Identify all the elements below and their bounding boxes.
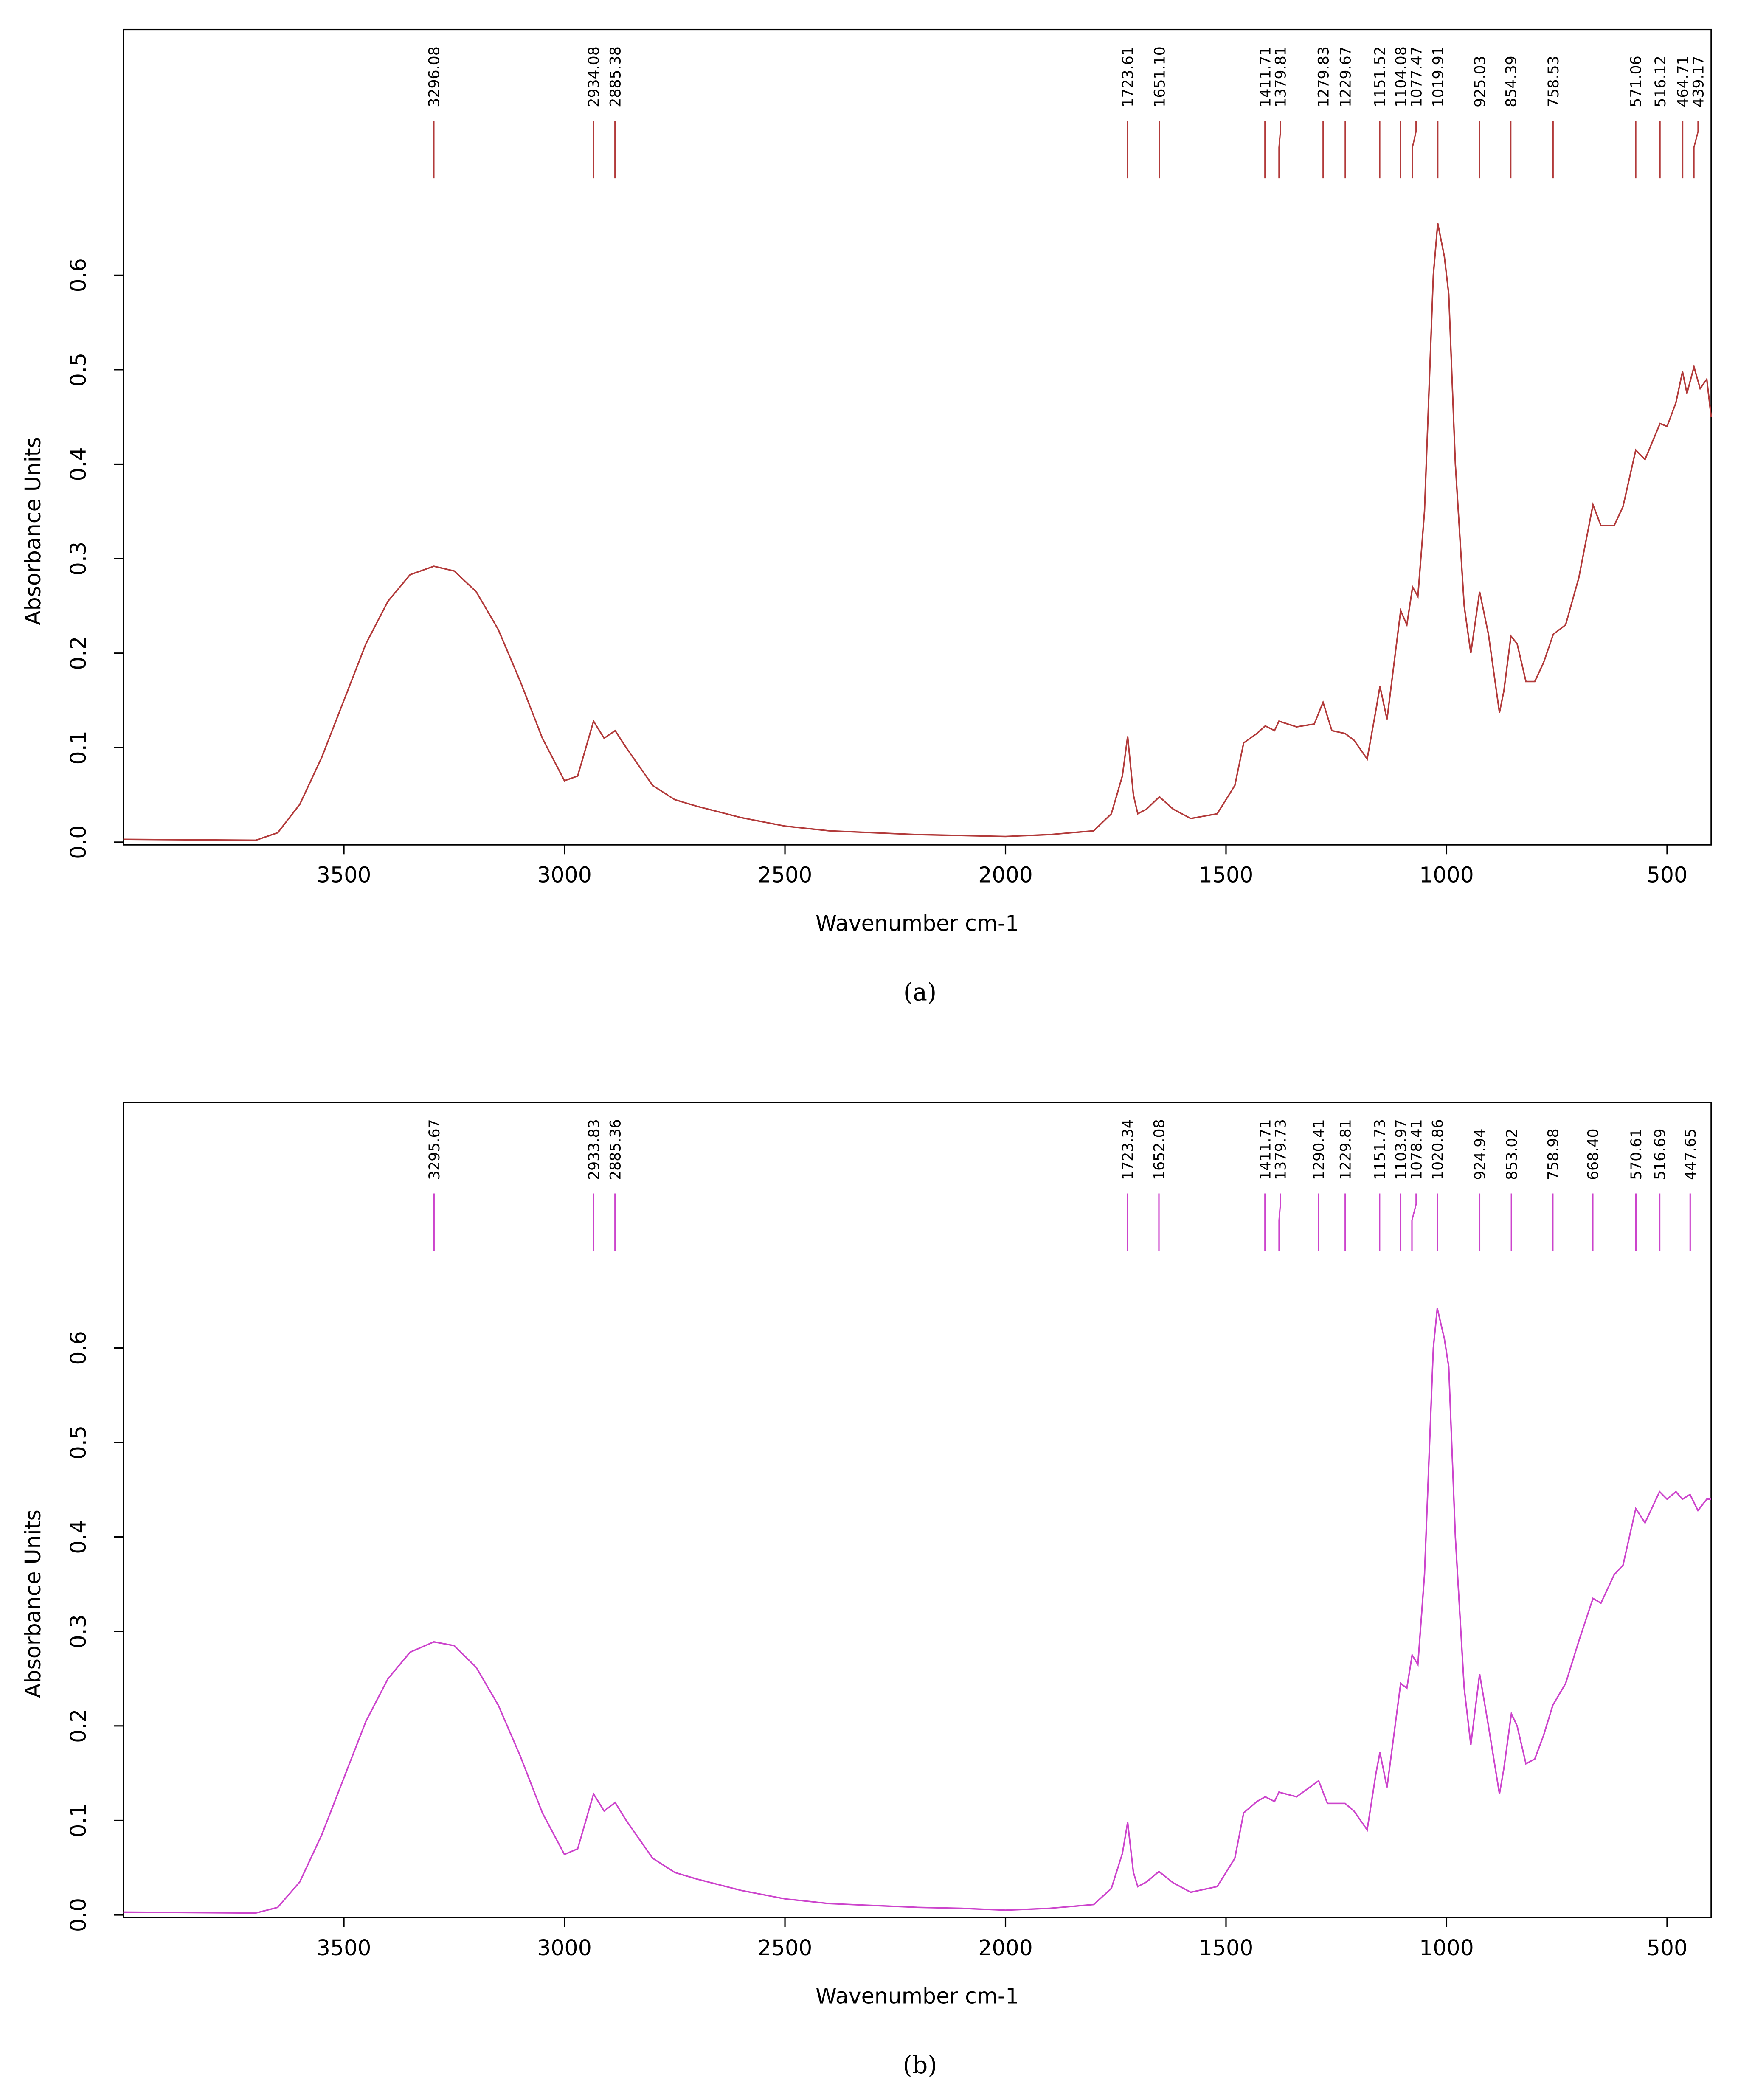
y-axis-title: Absorbance Units [20,1510,45,1698]
x-tick-label: 3000 [537,1935,592,1960]
peak-label: 1651.10 [1152,46,1169,107]
x-tick-label: 1500 [1199,863,1254,888]
spectrum-line [123,223,1712,841]
y-tick-label: 0.1 [66,731,91,765]
peak-label: 2885.38 [607,46,624,107]
x-tick-label: 2500 [758,863,813,888]
peak-label: 2885.36 [607,1119,624,1180]
peak-label: 668.40 [1585,1128,1602,1180]
y-tick-label: 0.2 [66,636,91,670]
y-axis-title: Absorbance Units [20,437,45,625]
x-tick-label: 1000 [1419,863,1474,888]
peak-label: 1723.61 [1119,46,1136,107]
peak-label: 1020.86 [1429,1119,1446,1180]
x-tick-label: 2000 [978,1935,1033,1960]
peak-label: 853.02 [1504,1128,1521,1180]
y-tick-label: 0.0 [66,1898,91,1932]
peak-label: 447.65 [1682,1128,1699,1180]
peak-label: 3295.67 [426,1119,443,1180]
y-tick-label: 0.4 [66,447,91,481]
x-tick-label: 2500 [758,1935,813,1960]
x-tick-label: 1500 [1199,1935,1254,1960]
peak-label: 1077.47 [1408,46,1425,107]
peak-marker [1278,121,1281,179]
plot-frame [123,1102,1712,1918]
x-tick-label: 3500 [317,863,371,888]
peak-label: 1411.71 [1257,46,1274,107]
peak-label: 516.69 [1652,1128,1669,1180]
peak-label: 758.53 [1545,56,1562,107]
y-tick-label: 0.2 [66,1709,91,1743]
peak-marker [1411,1193,1417,1251]
peak-marker [1278,1193,1281,1251]
x-tick-label: 3000 [537,863,592,888]
y-tick-label: 0.5 [66,1425,91,1459]
y-tick-label: 0.6 [66,1331,91,1365]
x-tick-label: 3500 [317,1935,371,1960]
caption: (a) [903,978,936,1006]
peak-label: 1104.08 [1393,46,1410,107]
peak-label: 439.17 [1690,56,1707,107]
peak-marker [1412,121,1417,179]
peak-label: 571.06 [1628,56,1645,107]
y-tick-label: 0.0 [66,825,91,859]
peak-label: 516.12 [1652,56,1669,107]
x-axis-title: Wavenumber cm-1 [816,1984,1019,2009]
peak-label: 1151.73 [1372,1119,1389,1180]
x-tick-label: 500 [1647,1935,1687,1960]
peak-label: 1229.67 [1337,46,1354,107]
peak-label: 1652.08 [1151,1119,1168,1180]
peak-label: 1103.97 [1393,1119,1410,1180]
peak-label: 1151.52 [1372,46,1389,107]
peak-marker [1693,121,1699,179]
peak-label: 925.03 [1472,56,1489,107]
peak-label: 1411.71 [1257,1119,1274,1180]
peak-label: 464.71 [1675,56,1692,107]
peak-label: 570.61 [1628,1128,1645,1180]
y-tick-label: 0.5 [66,353,91,387]
peak-label: 1279.83 [1315,46,1332,107]
x-axis-title: Wavenumber cm-1 [816,911,1019,936]
peak-label: 758.98 [1545,1128,1562,1180]
peak-label: 1078.41 [1408,1119,1425,1180]
y-tick-label: 0.4 [66,1520,91,1554]
peak-label: 2933.83 [586,1119,603,1180]
y-tick-label: 0.1 [66,1803,91,1837]
peak-label: 1019.91 [1430,46,1447,107]
chart: 3500 3000 2500 2000 1500 1000 500 0.0 0.1 0.2 0.3 0… [20,28,1712,1006]
x-tick-label: 1000 [1419,1935,1474,1960]
peak-label: 2934.08 [586,46,603,107]
chart: 3500 3000 2500 2000 1500 1000 500 0.0 0.1 0.2 0.3 0… [20,1102,1712,2079]
y-tick-label: 0.6 [66,258,91,292]
caption: (b) [903,2051,937,2079]
peak-label: 1229.81 [1337,1119,1354,1180]
x-tick-label: 2000 [978,863,1033,888]
peak-label: 1723.34 [1120,1119,1137,1180]
peak-label: 1379.73 [1273,1119,1290,1180]
spectrum-line [123,1308,1711,1914]
peak-label: 1290.41 [1311,1119,1327,1180]
peak-label: 924.94 [1472,1128,1489,1180]
peak-label: 3296.08 [426,46,443,107]
y-tick-label: 0.3 [66,1614,91,1648]
x-tick-label: 500 [1647,863,1687,888]
peak-label: 854.39 [1503,56,1520,107]
y-tick-label: 0.3 [66,542,91,576]
peak-label: 1379.81 [1273,46,1290,107]
plot-frame [123,28,1712,846]
